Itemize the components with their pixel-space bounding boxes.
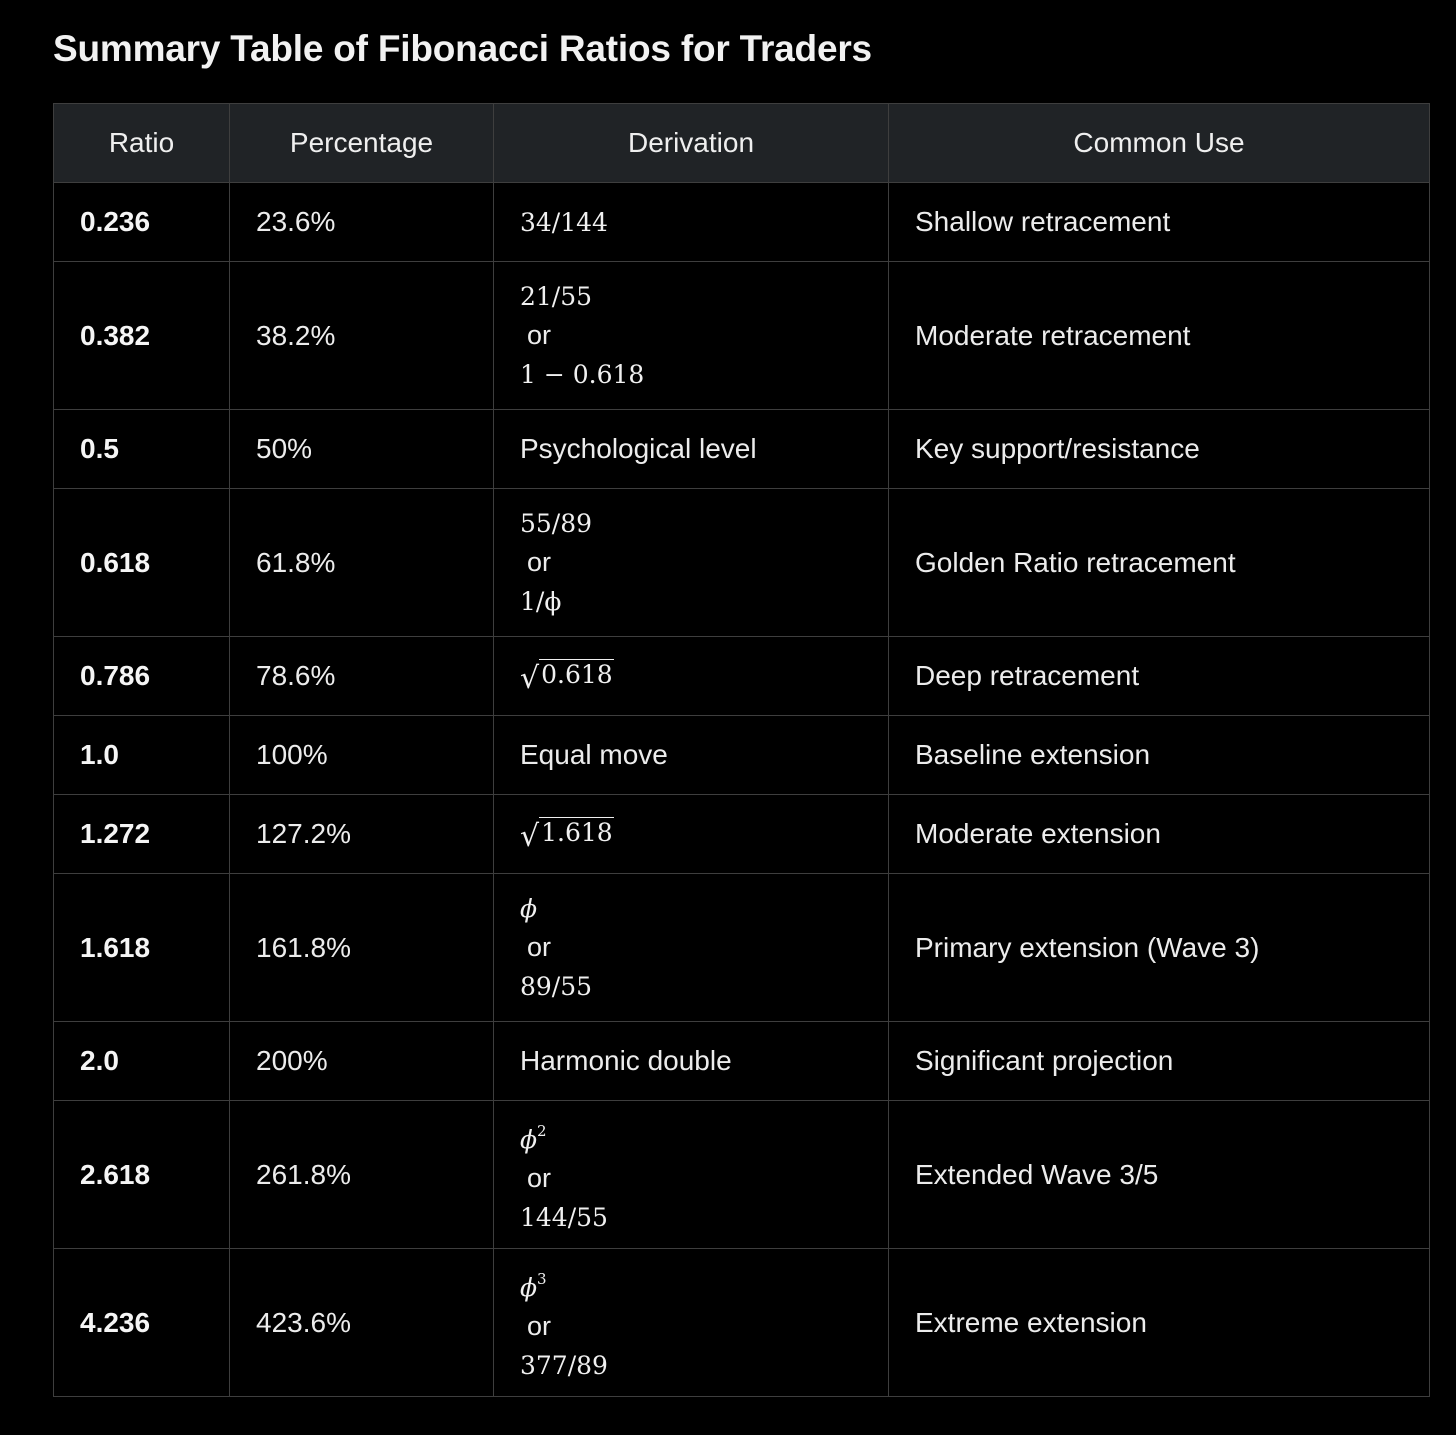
table-row: 1.272 127.2% √1.618 Moderate extension [53,794,1430,874]
derivation-formula: 21/55 [520,282,593,311]
phi-symbol: ϕ [520,1125,538,1154]
percentage-cell: 23.6% [229,182,494,262]
page-title: Summary Table of Fibonacci Ratios for Tr… [53,28,872,69]
percentage-cell: 423.6% [229,1248,494,1397]
ratio-cell: 1.0 [53,715,230,795]
table-row: 1.618 161.8% ϕ or 89/55 Primary extensio… [53,873,1430,1022]
ratio-cell: 0.382 [53,261,230,410]
derivation-cell: ϕ3 or 377/89 [493,1248,889,1397]
derivation-or: or [527,320,552,350]
ratio-cell: 2.618 [53,1100,230,1249]
ratio-cell: 0.618 [53,488,230,637]
derivation-formula: 144/55 [520,1203,608,1232]
derivation-cell: 34/144 [493,182,889,262]
sqrt-radicand: 1.618 [539,817,614,847]
derivation-formula: ϕ [520,894,538,923]
column-header-derivation: Derivation [493,103,889,183]
table-header-row: Ratio Percentage Derivation Common Use [53,103,1430,183]
table-row: 4.236 423.6% ϕ3 or 377/89 Extreme extens… [53,1248,1430,1397]
ratio-cell: 4.236 [53,1248,230,1397]
derivation-or: or [527,1311,552,1341]
table-row: 0.382 38.2% 21/55 or 1 − 0.618 Moderate … [53,261,1430,410]
exponent: 3 [537,1270,547,1288]
derivation-cell: Psychological level [493,409,889,489]
power-formula: ϕ2 [520,1112,888,1159]
percentage-cell: 78.6% [229,636,494,716]
percentage-cell: 61.8% [229,488,494,637]
phi-symbol: ϕ [520,1273,538,1302]
exponent: 2 [537,1122,547,1140]
derivation-formula: 34/144 [520,207,608,237]
derivation-cell: √1.618 [493,794,889,874]
derivation-cell: Equal move [493,715,889,795]
table-row: 0.5 50% Psychological level Key support/… [53,409,1430,489]
derivation-formula: 377/89 [520,1351,608,1380]
fibonacci-ratio-table: Ratio Percentage Derivation Common Use 0… [53,103,1430,1397]
ratio-cell: 2.0 [53,1021,230,1101]
table-row: 2.618 261.8% ϕ2 or 144/55 Extended Wave … [53,1100,1430,1249]
derivation-cell: ϕ or 89/55 [493,873,889,1022]
derivation-formula: 1 − 0.618 [520,360,645,389]
percentage-cell: 161.8% [229,873,494,1022]
common-use-cell: Key support/resistance [888,409,1430,489]
derivation-cell: 21/55 or 1 − 0.618 [493,261,889,410]
table-row: 0.618 61.8% 55/89 or 1/ϕ Golden Ratio re… [53,488,1430,637]
ratio-cell: 0.236 [53,182,230,262]
column-header-common-use: Common Use [888,103,1430,183]
common-use-cell: Moderate extension [888,794,1430,874]
percentage-cell: 127.2% [229,794,494,874]
table-row: 0.236 23.6% 34/144 Shallow retracement [53,182,1430,262]
common-use-cell: Deep retracement [888,636,1430,716]
common-use-cell: Moderate retracement [888,261,1430,410]
derivation-cell: Harmonic double [493,1021,889,1101]
derivation-cell: ϕ2 or 144/55 [493,1100,889,1249]
derivation-or: or [527,932,552,962]
common-use-cell: Extreme extension [888,1248,1430,1397]
derivation-cell: √0.618 [493,636,889,716]
sqrt-radicand: 0.618 [539,659,614,689]
table-row: 2.0 200% Harmonic double Significant pro… [53,1021,1430,1101]
common-use-cell: Shallow retracement [888,182,1430,262]
table-row: 1.0 100% Equal move Baseline extension [53,715,1430,795]
column-header-percentage: Percentage [229,103,494,183]
derivation-formula: 55/89 [520,509,593,538]
ratio-cell: 1.272 [53,794,230,874]
column-header-ratio: Ratio [53,103,230,183]
sqrt-formula: √1.618 [520,814,888,854]
common-use-cell: Significant projection [888,1021,1430,1101]
percentage-cell: 38.2% [229,261,494,410]
percentage-cell: 261.8% [229,1100,494,1249]
derivation-formula: 1/ϕ [520,587,562,616]
derivation-formula: 89/55 [520,972,593,1001]
derivation-or: or [527,547,552,577]
percentage-cell: 200% [229,1021,494,1101]
power-formula: ϕ3 [520,1260,888,1307]
table-row: 0.786 78.6% √0.618 Deep retracement [53,636,1430,716]
sqrt-formula: √0.618 [520,656,888,696]
common-use-cell: Golden Ratio retracement [888,488,1430,637]
ratio-cell: 0.786 [53,636,230,716]
percentage-cell: 100% [229,715,494,795]
common-use-cell: Primary extension (Wave 3) [888,873,1430,1022]
sqrt-sign: √ [520,661,540,696]
percentage-cell: 50% [229,409,494,489]
ratio-cell: 0.5 [53,409,230,489]
derivation-cell: 55/89 or 1/ϕ [493,488,889,637]
common-use-cell: Baseline extension [888,715,1430,795]
sqrt-sign: √ [520,819,540,854]
ratio-cell: 1.618 [53,873,230,1022]
derivation-or: or [527,1163,552,1193]
common-use-cell: Extended Wave 3/5 [888,1100,1430,1249]
